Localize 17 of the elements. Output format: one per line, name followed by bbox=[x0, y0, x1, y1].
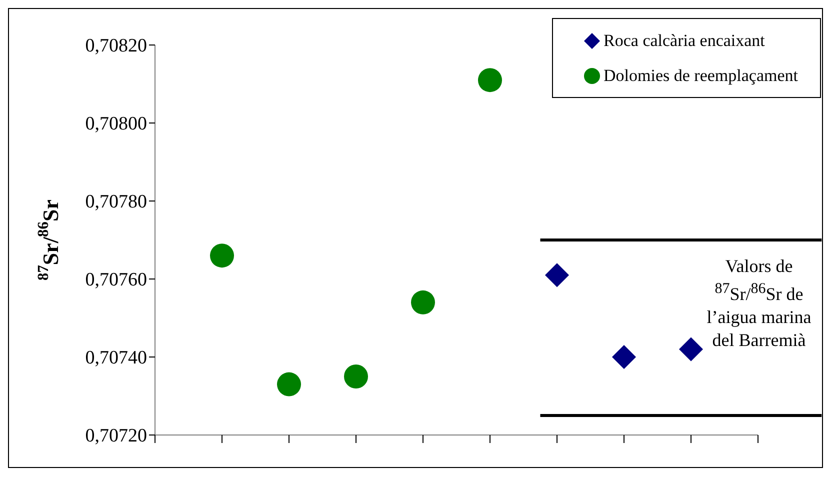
point bbox=[344, 364, 368, 388]
point bbox=[679, 337, 703, 362]
y-tick-label: 0,70780 bbox=[85, 192, 147, 213]
legend-label: Roca calcària encaixant bbox=[604, 30, 765, 50]
y-tick-label: 0,70800 bbox=[85, 114, 147, 135]
y-tick-label: 0,70720 bbox=[85, 426, 147, 447]
y-tick-label: 0,70760 bbox=[85, 270, 147, 291]
point bbox=[411, 290, 435, 314]
annotation: Valors de $^{87}$Sr/$^{86}$Sr de l’aigua marina del Barremià bbox=[706, 255, 812, 352]
y-tick-label: 0,70820 bbox=[85, 36, 147, 57]
point bbox=[277, 372, 301, 396]
point bbox=[545, 263, 569, 288]
point bbox=[210, 244, 234, 268]
y-tick-label: 0,70740 bbox=[85, 348, 147, 369]
point bbox=[612, 345, 636, 369]
point bbox=[478, 68, 502, 92]
legend-label: Dolomies de reemplaçament bbox=[604, 66, 798, 86]
